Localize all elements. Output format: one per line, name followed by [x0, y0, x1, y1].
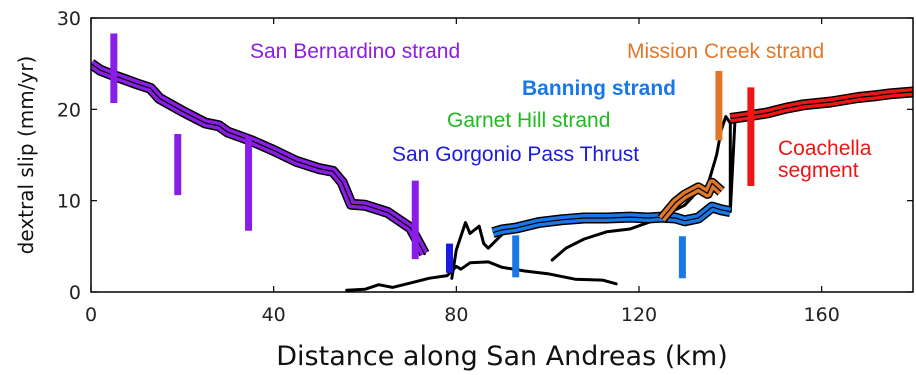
x-tick-label: 40 — [262, 304, 286, 326]
black-line-0 — [345, 260, 618, 292]
annotation-san_gorgonio: San Gorgonio Pass Thrust — [392, 143, 639, 166]
band-center-san_bernardino — [91, 63, 425, 254]
black-line-2 — [550, 115, 737, 262]
x-tick-label: 80 — [444, 304, 468, 326]
annotations: San Bernardino strand Mission Creek stran… — [250, 40, 872, 182]
axes-frame — [90, 17, 914, 293]
annotation-san_bernardino: San Bernardino strand — [250, 40, 460, 63]
plot-content — [91, 33, 913, 292]
y-tick-label: 10 — [57, 191, 81, 213]
band-center-mission_creek — [661, 182, 722, 220]
band-outline-san_bernardino — [91, 59, 430, 257]
annotation-mission_creek: Mission Creek strand — [627, 40, 824, 63]
y-tick-label: 0 — [69, 282, 81, 304]
x-tick-label: 160 — [804, 304, 840, 326]
axis-ticks: 0 40 80 120 160 0 10 20 30 — [57, 8, 913, 326]
annotation-garnet_hill: Garnet Hill strand — [447, 109, 610, 132]
annotation-coachella: segment — [778, 159, 859, 182]
x-tick-label: 120 — [621, 304, 657, 326]
band-fill-san_bernardino — [91, 60, 428, 256]
x-tick-label: 0 — [85, 304, 97, 326]
band-center-banning — [492, 206, 731, 234]
black-line-1 — [450, 221, 513, 280]
annotation-coachella: Coachella — [778, 137, 872, 160]
annotation-banning: Banning strand — [522, 77, 676, 100]
x-axis-label: Distance along San Andreas (km) — [276, 341, 727, 372]
plot-border — [90, 17, 914, 293]
y-tick-label: 20 — [57, 99, 81, 121]
y-tick-label: 30 — [57, 8, 81, 30]
y-axis-label: dextral slip (mm/yr) — [14, 56, 38, 255]
band-center-coachella — [730, 91, 913, 120]
